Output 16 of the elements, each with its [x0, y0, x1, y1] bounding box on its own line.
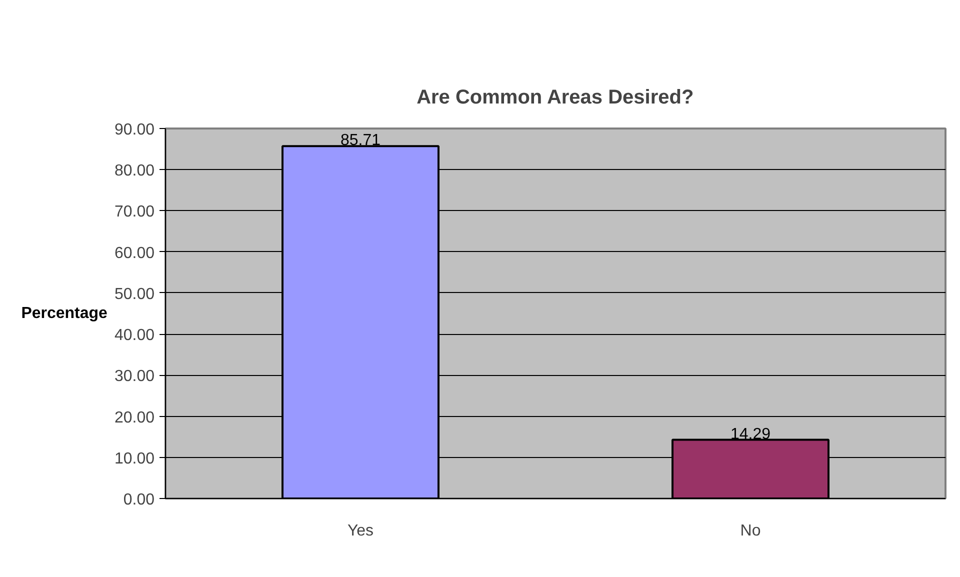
y-tick-label: 40.00	[114, 327, 155, 344]
x-tick-label: No	[740, 522, 761, 540]
y-tick-label: 90.00	[114, 122, 155, 138]
y-tick-label: 30.00	[114, 368, 155, 386]
y-tick-label: 20.00	[114, 409, 155, 426]
chart-title: Are Common Areas Desired?	[416, 86, 694, 108]
y-axis-title: Percentage	[21, 305, 108, 322]
y-tick-label: 80.00	[114, 162, 155, 180]
y-tick-label: 60.00	[114, 244, 155, 262]
data-label: 14.29	[730, 426, 771, 443]
y-tick-label: 70.00	[114, 204, 155, 221]
data-label: 85.71	[340, 132, 381, 150]
y-tick-label: 50.00	[114, 286, 155, 303]
y-tick-label: 0.00	[123, 492, 155, 508]
x-tick-label: Yes	[347, 522, 374, 540]
y-tick-label: 10.00	[114, 450, 155, 468]
